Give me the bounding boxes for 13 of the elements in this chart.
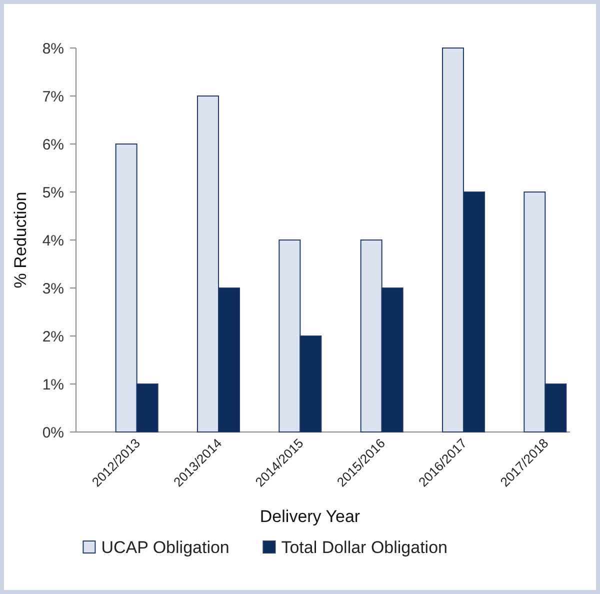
y-axis-title: % Reduction [11, 192, 30, 288]
y-tick-label: 5% [42, 184, 64, 202]
y-tick-label: 1% [42, 376, 64, 394]
y-tick-label: 6% [42, 136, 64, 154]
x-axis-title: Delivery Year [260, 507, 360, 526]
y-tick-label: 0% [42, 424, 64, 442]
y-tick-label: 2% [42, 328, 64, 346]
y-tick-label: 7% [42, 88, 64, 106]
y-tick-label: 8% [42, 40, 64, 58]
legend-label: Total Dollar Obligation [281, 538, 448, 557]
y-tick-label: 3% [42, 280, 64, 298]
y-tick-label: 4% [42, 232, 64, 250]
legend-label: UCAP Obligation [101, 538, 230, 557]
